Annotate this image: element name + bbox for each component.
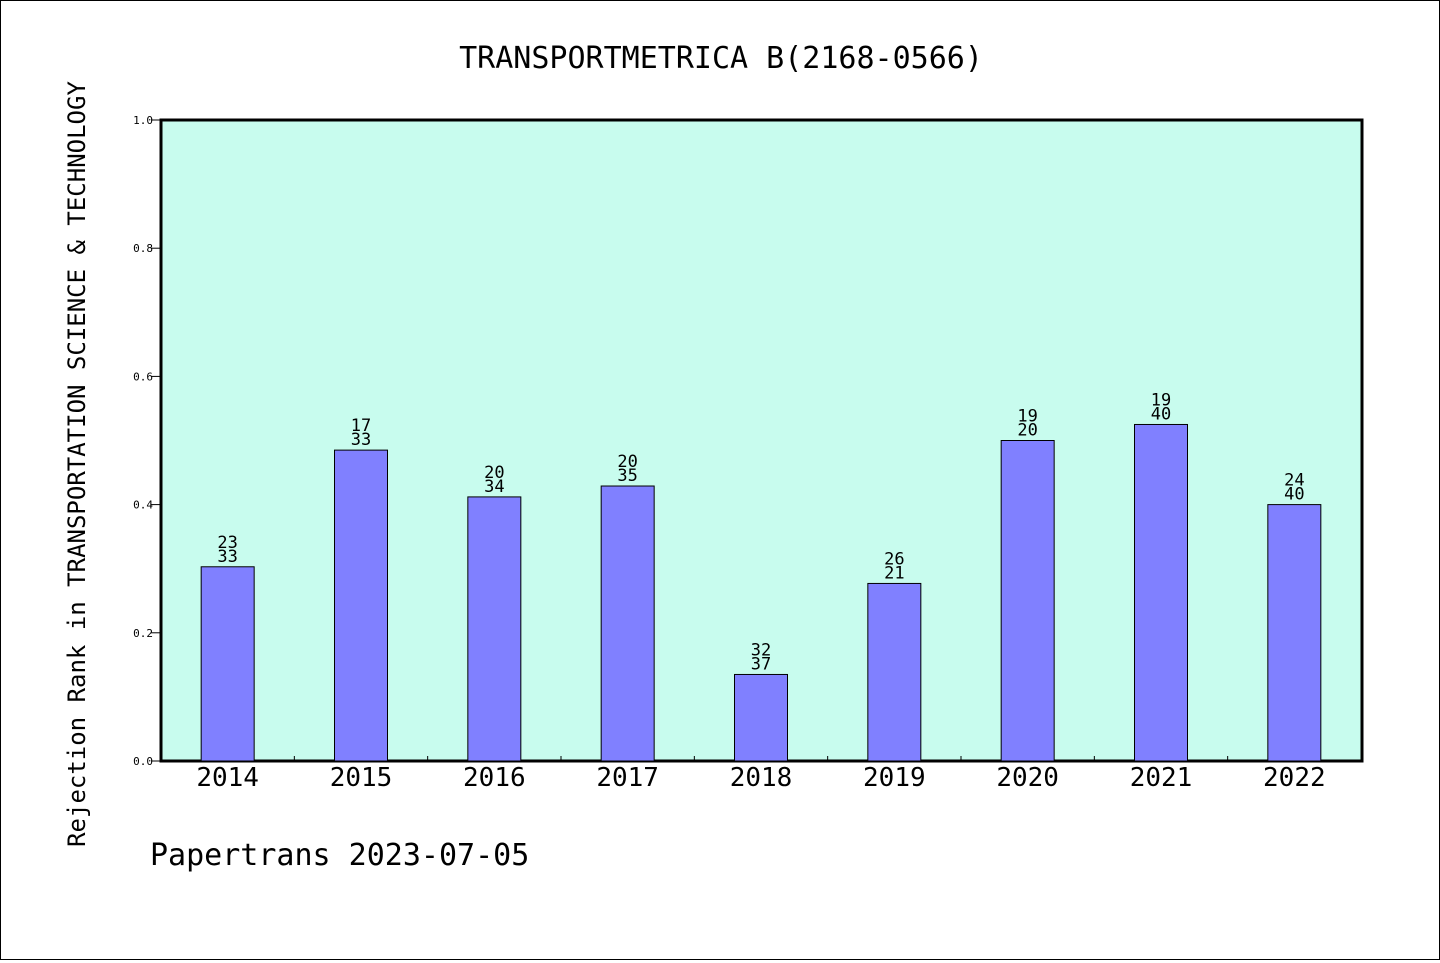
chart-title: TRANSPORTMETRICA B(2168-0566) [459,41,983,76]
bar [1267,504,1322,762]
data-label-bottom: 35 [617,466,637,486]
bars [200,423,1322,762]
y-tick-label: 1.0 [133,114,153,127]
bar [1000,440,1055,762]
data-label-top: 20 [484,463,504,483]
data-label-top: 24 [1284,471,1304,491]
data-label-top: 23 [217,533,237,553]
data-label-top: 19 [1151,390,1171,410]
y-tick-label: 0.4 [133,499,153,512]
x-tick-label: 2018 [730,763,793,793]
bar [334,449,388,762]
data-label-bottom: 33 [217,547,237,567]
data-label-bottom: 40 [1151,404,1171,424]
data-label-bottom: 34 [484,477,504,497]
bar [467,496,522,762]
y-tick-label: 0.0 [133,755,153,768]
bar [600,485,655,762]
data-label-top: 32 [751,640,771,660]
footer-text: Papertrans 2023-07-05 [150,838,529,873]
y-axis-label: Rejection Rank in TRANSPORTATION SCIENCE… [63,81,91,847]
y-axis: 0.0 0.2 0.4 0.6 0.8 1.0 [133,114,161,768]
data-label-top: 17 [351,416,371,436]
data-label-bottom: 33 [351,430,371,450]
bar [734,673,788,762]
data-label-bottom: 40 [1284,485,1304,505]
y-tick-label: 0.8 [133,242,153,255]
x-tick-label: 2019 [863,763,926,793]
x-tick-label: 2022 [1263,763,1326,793]
data-label-bottom: 21 [884,563,904,583]
x-tick-label: 2016 [463,763,526,793]
data-label-top: 26 [884,549,904,569]
x-tick-label: 2020 [996,763,1059,793]
data-label-top: 19 [1017,407,1037,427]
x-tick-label: 2017 [596,763,659,793]
data-label-top: 20 [617,452,637,472]
bar [1134,423,1188,762]
bar [867,582,922,762]
x-tick-label: 2014 [196,763,259,793]
y-tick-label: 0.6 [133,370,153,383]
data-label-bottom: 37 [751,654,771,674]
x-tick-label: 2015 [330,763,393,793]
y-tick-label: 0.2 [133,627,153,640]
bar [200,566,255,762]
data-label-bottom: 20 [1017,421,1037,441]
x-tick-label: 2021 [1130,763,1193,793]
x-axis: 2014 2015 2016 2017 2018 2019 2020 2021 2022 [196,756,1326,793]
